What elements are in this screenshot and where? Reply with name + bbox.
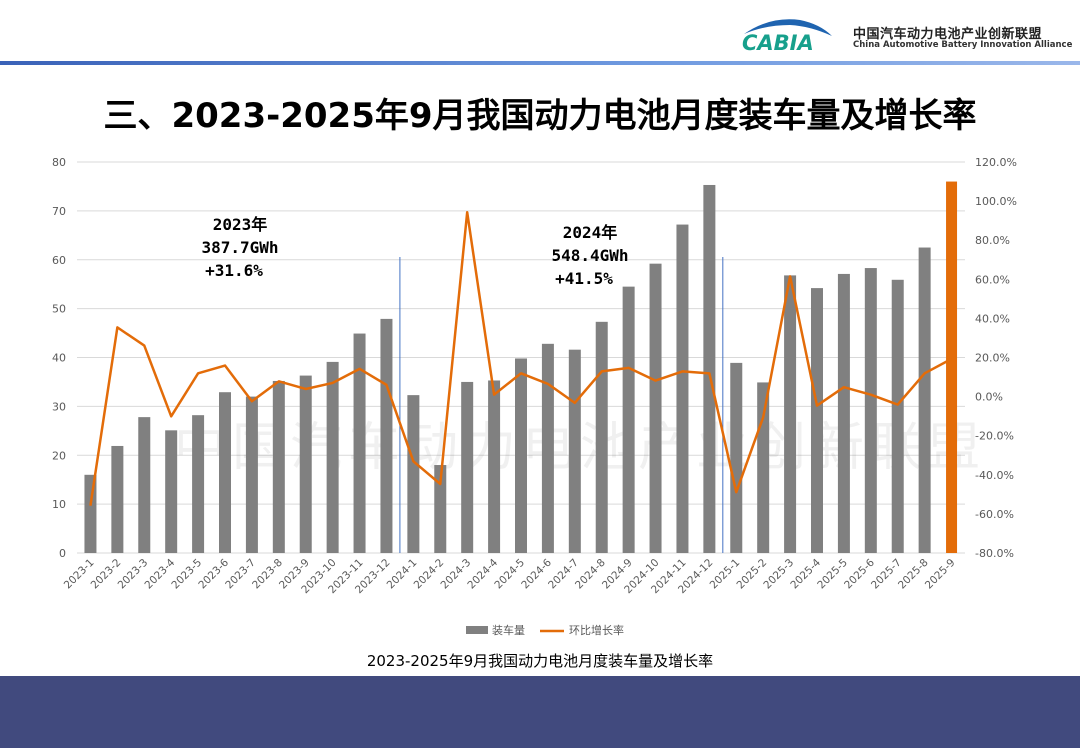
y-right-tick: -40.0% (975, 469, 1014, 482)
y-left-tick: 10 (52, 498, 66, 511)
bar (568, 349, 581, 553)
y-right-tick: 0.0% (975, 391, 1003, 404)
bar (299, 375, 312, 553)
cabia-logo: CABIA (742, 19, 832, 54)
y-right-tick: 40.0% (975, 312, 1010, 325)
y-right-tick: -80.0% (975, 547, 1014, 560)
org-name-cn: 中国汽车动力电池产业创新联盟 (853, 27, 1043, 42)
bar (138, 417, 151, 553)
bar (84, 474, 97, 553)
bar (219, 392, 231, 553)
legend-bar-swatch (466, 626, 488, 634)
annotation-text: 387.7GWh (201, 238, 278, 257)
annotation-text: +31.6% (205, 261, 263, 280)
bar (649, 263, 662, 553)
bar (488, 380, 501, 553)
annotation-text: 2024年 (563, 223, 618, 242)
bar (730, 362, 743, 553)
bar (515, 358, 527, 553)
bar (757, 382, 770, 553)
bar (434, 465, 447, 553)
x-tick: 2025-9 (923, 557, 958, 592)
chart: 0 10 20 30 40 50 60 70 80 -80.0% -60.0% -40.0% -20.0… (52, 156, 1017, 637)
y-left-tick: 30 (52, 400, 66, 413)
y-right-tick: 100.0% (975, 195, 1017, 208)
bar (837, 273, 850, 553)
y-left-tick: 20 (52, 449, 66, 462)
chart-caption: 2023-2025年9月我国动力电池月度装车量及增长率 (366, 652, 714, 670)
bar (676, 224, 689, 553)
legend-bar-label: 装车量 (492, 623, 525, 637)
bar (407, 395, 420, 553)
y-right-tick: 60.0% (975, 273, 1010, 286)
y-right-tick: 120.0% (975, 156, 1017, 169)
bar (165, 430, 178, 553)
bar (380, 318, 393, 553)
y-left-tick: 40 (52, 352, 66, 365)
bar (918, 247, 931, 553)
bar (703, 184, 716, 553)
y-left-tick: 0 (59, 547, 66, 560)
bar (541, 343, 554, 553)
bar (891, 279, 904, 553)
org-name-en: China Automotive Battery Innovation Alli… (853, 40, 1073, 50)
bar (622, 286, 635, 553)
legend-line-label: 环比增长率 (569, 623, 624, 637)
bar (595, 321, 608, 553)
bar (811, 288, 823, 553)
y-left-tick: 80 (52, 156, 66, 169)
footer-band (0, 676, 1080, 748)
y-right-tick: 80.0% (975, 234, 1010, 247)
bar (353, 333, 366, 553)
annotation-text: 2023年 (213, 215, 268, 234)
page-title: 三、2023-2025年9月我国动力电池月度装车量及增长率 (103, 96, 977, 136)
bar (111, 445, 124, 553)
y-left-tick: 50 (52, 303, 66, 316)
y-left-tick: 60 (52, 254, 66, 267)
header-divider (0, 61, 1080, 65)
annotation-text: +41.5% (555, 269, 613, 288)
y-left-tick: 70 (52, 205, 66, 218)
bar (461, 381, 474, 553)
bar (245, 396, 258, 553)
annotation-text: 548.4GWh (551, 246, 628, 265)
bar (864, 268, 877, 553)
bar (326, 361, 339, 553)
bar (192, 415, 205, 553)
bar (272, 380, 285, 553)
bar (946, 181, 958, 554)
svg-text:CABIA: CABIA (742, 31, 814, 54)
y-right-tick: 20.0% (975, 352, 1010, 365)
bar (784, 275, 797, 553)
y-right-tick: -20.0% (975, 430, 1014, 443)
y-right-tick: -60.0% (975, 508, 1014, 521)
